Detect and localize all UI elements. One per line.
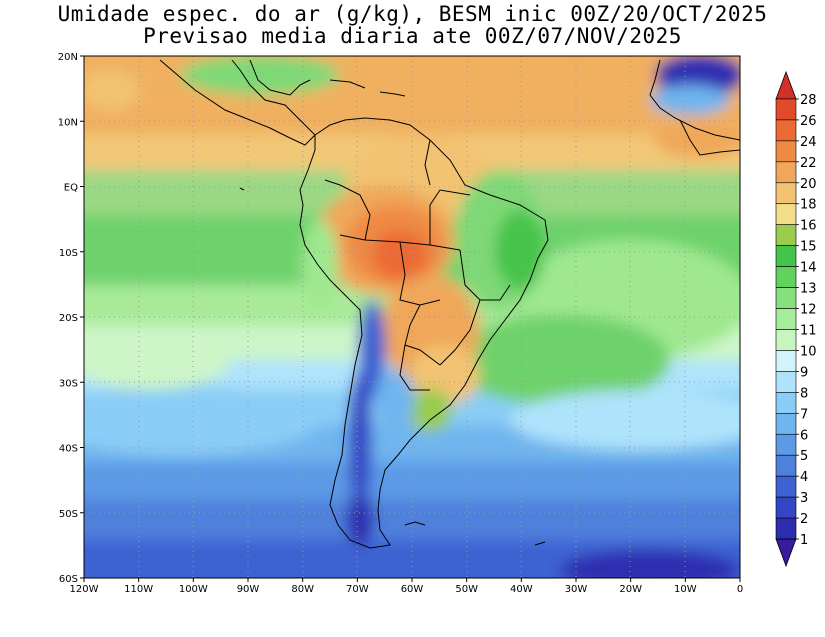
lon-label: 100W bbox=[179, 584, 208, 595]
colorbar-label: 11 bbox=[800, 323, 817, 338]
colorbar-label: 10 bbox=[800, 344, 817, 359]
lon-label: 0 bbox=[737, 584, 743, 595]
colorbar-top-arrow bbox=[775, 70, 797, 100]
colorbar-segment bbox=[775, 496, 797, 519]
colorbar-segment bbox=[775, 266, 797, 288]
chart-title-line-2: Previsao media diaria ate 00Z/07/NOV/202… bbox=[143, 24, 682, 48]
lat-label: 10N bbox=[58, 117, 78, 128]
colorbar-segment bbox=[775, 475, 797, 498]
colorbar-label: 13 bbox=[800, 282, 817, 297]
colorbar-segment bbox=[775, 224, 797, 246]
lon-label: 80W bbox=[291, 584, 314, 595]
lon-label: 90W bbox=[237, 584, 260, 595]
colorbar-segment bbox=[775, 98, 797, 121]
lat-label: 60S bbox=[59, 574, 78, 585]
colorbar-segment bbox=[775, 140, 797, 163]
colorbar-label: 15 bbox=[800, 240, 817, 255]
colorbar-segment bbox=[775, 413, 797, 435]
colorbar-label: 5 bbox=[800, 449, 808, 464]
colorbar-label: 14 bbox=[800, 261, 817, 276]
longitude-labels: 120W 110W 100W 90W 80W 70W 60W 50W 40W 30W 20W 10W 0 bbox=[70, 578, 743, 595]
lat-label: 50S bbox=[59, 509, 78, 520]
colorbar-label: 1 bbox=[800, 533, 808, 548]
colorbar-label: 22 bbox=[800, 156, 817, 171]
colorbar-label: 12 bbox=[800, 303, 817, 318]
lat-label: 10S bbox=[59, 248, 78, 259]
colorbar-label: 8 bbox=[800, 386, 808, 401]
colorbar-segment bbox=[775, 454, 797, 477]
colorbar-label: 18 bbox=[800, 198, 817, 213]
colorbar-segment bbox=[775, 350, 797, 372]
lon-label: 30W bbox=[565, 584, 588, 595]
colorbar-segment bbox=[775, 245, 797, 267]
lat-label: 30S bbox=[59, 378, 78, 389]
colorbar-label: 26 bbox=[800, 114, 817, 129]
colorbar-label: 20 bbox=[800, 177, 817, 192]
colorbar-segment bbox=[775, 161, 797, 184]
colorbar-label: 3 bbox=[800, 491, 808, 506]
lon-label: 20W bbox=[619, 584, 642, 595]
colorbar-segment bbox=[775, 182, 797, 205]
colorbar-label: 28 bbox=[800, 93, 817, 108]
grid-lines bbox=[84, 56, 740, 578]
lon-label: 60W bbox=[401, 584, 424, 595]
colorbar-label: 6 bbox=[800, 428, 808, 443]
lon-label: 10W bbox=[674, 584, 697, 595]
lon-label: 70W bbox=[346, 584, 369, 595]
lon-label: 120W bbox=[70, 584, 99, 595]
colorbar bbox=[775, 70, 797, 568]
humidity-field bbox=[84, 56, 740, 578]
coastlines bbox=[159, 59, 740, 549]
colorbar-label: 16 bbox=[800, 219, 817, 234]
chart-title-line-1: Umidade espec. do ar (g/kg), BESM inic 0… bbox=[57, 2, 768, 26]
lon-label: 50W bbox=[455, 584, 478, 595]
lon-label: 40W bbox=[510, 584, 533, 595]
colorbar-label: 9 bbox=[800, 365, 808, 380]
colorbar-segment bbox=[775, 517, 797, 540]
lat-label: EQ bbox=[64, 183, 78, 194]
colorbar-segment bbox=[775, 329, 797, 351]
lon-label: 110W bbox=[124, 584, 153, 595]
colorbar-segment bbox=[775, 392, 797, 414]
colorbar-segment bbox=[775, 203, 797, 225]
lat-label: 40S bbox=[59, 444, 78, 455]
colorbar-segment bbox=[775, 371, 797, 393]
latitude-labels: 20N 10N EQ 10S 20S 30S 40S 50S 60S bbox=[58, 52, 84, 585]
colorbar-label: 7 bbox=[800, 407, 808, 422]
colorbar-label: 24 bbox=[800, 135, 817, 150]
colorbar-segment bbox=[775, 119, 797, 142]
lat-label: 20N bbox=[58, 52, 78, 63]
colorbar-label: 2 bbox=[800, 512, 808, 527]
colorbar-segment bbox=[775, 308, 797, 330]
lat-label: 20S bbox=[59, 313, 78, 324]
colorbar-label: 4 bbox=[800, 470, 808, 485]
colorbar-segment bbox=[775, 433, 797, 456]
colorbar-segment bbox=[775, 287, 797, 309]
colorbar-bottom-arrow bbox=[775, 538, 797, 568]
